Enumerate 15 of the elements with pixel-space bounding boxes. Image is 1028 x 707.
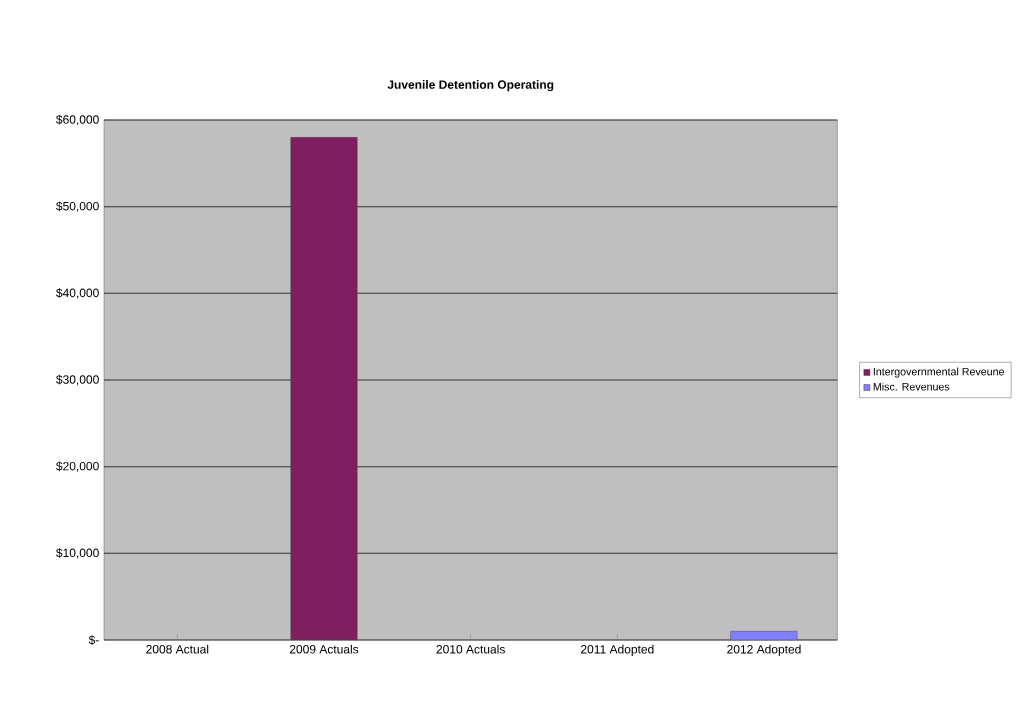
y-tick-label: $10,000 — [56, 548, 99, 559]
x-tick-label: 2011 Adopted — [581, 644, 654, 657]
x-tick-label: 2010 Actuals — [436, 644, 505, 654]
y-tick-label: $40,000 — [56, 288, 99, 299]
x-tick-label: 2008 Actual — [146, 644, 209, 654]
y-tick-label: $20,000 — [56, 461, 99, 473]
x-tick-label: 2012 Adopted — [727, 644, 801, 657]
legend-label: Intergovernmental Reveune — [873, 367, 1004, 378]
legend-label: Misc. Revenues — [873, 382, 950, 391]
y-tick-label: $30,000 — [56, 374, 99, 386]
x-tick-label: 2009 Actuals — [289, 644, 359, 654]
y-tick-label: $- — [88, 635, 99, 646]
chart-title: Juvenile Detention Operating — [387, 80, 554, 92]
y-tick-label: $60,000 — [56, 114, 99, 126]
y-tick-label: $50,000 — [56, 201, 99, 213]
